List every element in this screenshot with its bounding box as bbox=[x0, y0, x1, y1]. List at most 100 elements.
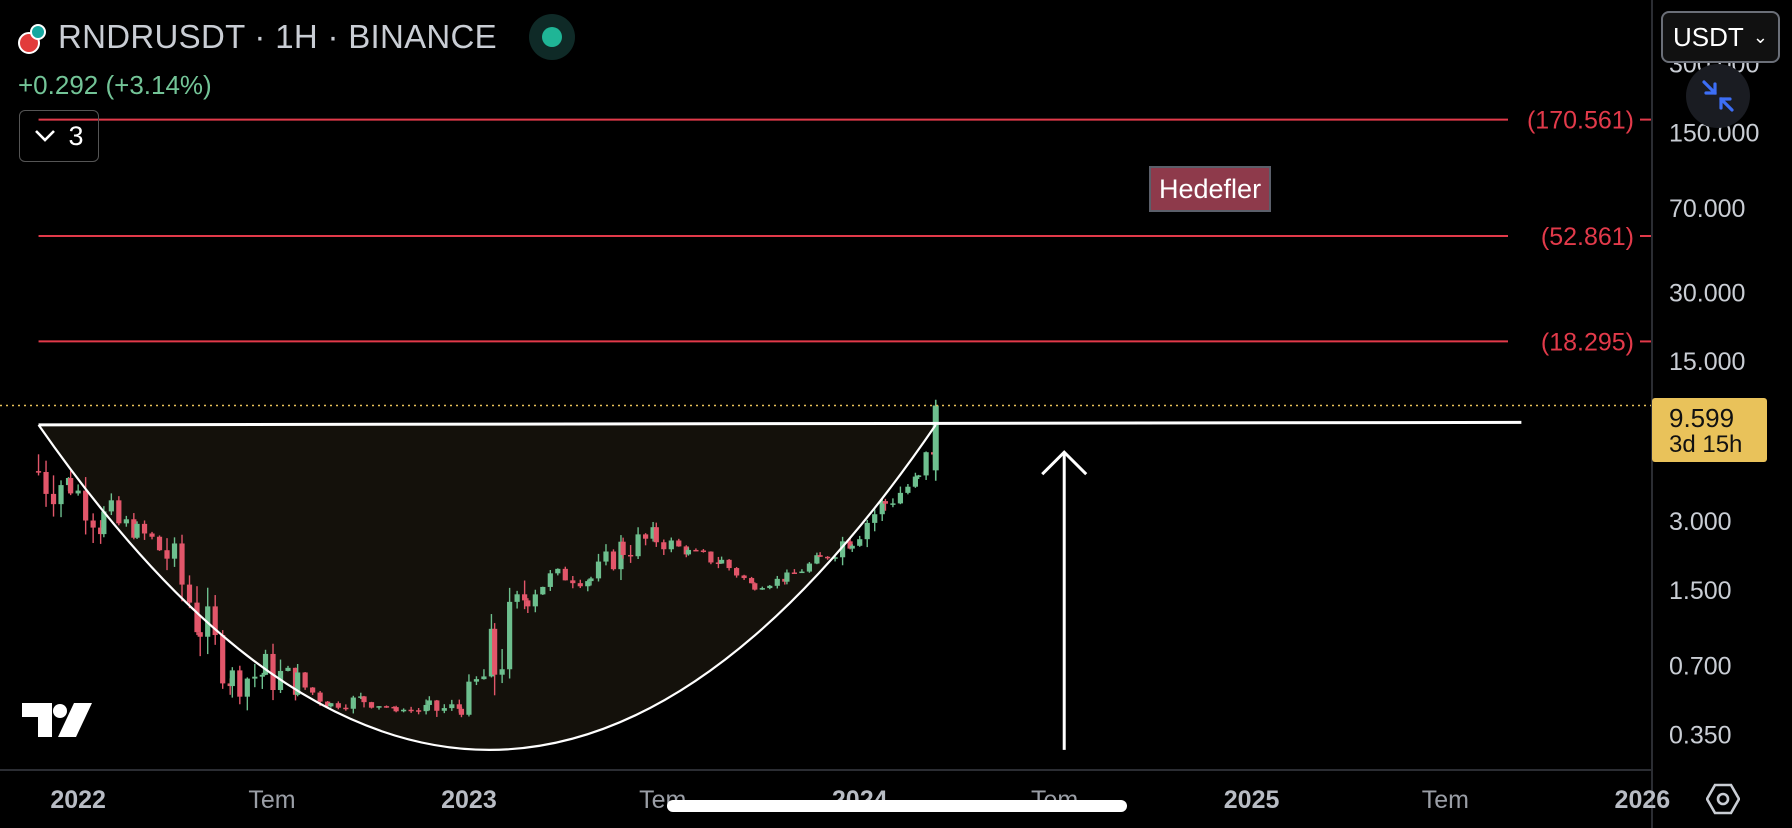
candle bbox=[237, 665, 243, 705]
candle bbox=[882, 498, 889, 511]
candle bbox=[916, 474, 922, 479]
candle bbox=[358, 692, 364, 700]
tradingview-logo-icon[interactable] bbox=[22, 703, 92, 744]
candle-body bbox=[90, 520, 96, 528]
candle-body bbox=[343, 707, 349, 710]
candle-body bbox=[635, 534, 641, 557]
candle-body bbox=[588, 578, 594, 582]
candle bbox=[570, 575, 576, 589]
candle-body bbox=[473, 679, 480, 682]
targets-label[interactable]: Hedefler bbox=[1149, 166, 1272, 212]
candle-body bbox=[825, 556, 831, 559]
candle-body bbox=[618, 541, 624, 570]
candle-body bbox=[449, 704, 455, 709]
candle bbox=[774, 575, 780, 589]
candle bbox=[734, 567, 740, 578]
candle-body bbox=[123, 519, 129, 524]
candle-body bbox=[514, 594, 520, 602]
currency-selector[interactable]: USDT ⌄ bbox=[1661, 11, 1780, 63]
candle-body bbox=[872, 514, 878, 523]
candle bbox=[595, 553, 602, 582]
symbol-title[interactable]: RNDRUSDT · 1H · BINANCE bbox=[58, 18, 497, 55]
candle bbox=[532, 589, 538, 613]
candle bbox=[700, 549, 707, 553]
candle-body bbox=[905, 486, 911, 493]
market-open-dot-icon[interactable] bbox=[529, 14, 575, 60]
candle bbox=[164, 538, 170, 571]
collapse-arrows-glyph bbox=[1702, 80, 1734, 112]
candle-body bbox=[650, 527, 656, 539]
candle bbox=[449, 699, 455, 711]
candle bbox=[310, 687, 316, 696]
candle-body bbox=[839, 541, 846, 558]
candle-body bbox=[923, 452, 929, 476]
candle bbox=[857, 535, 863, 547]
settings-hexagon-icon[interactable] bbox=[1705, 782, 1741, 821]
candle-body bbox=[310, 687, 316, 693]
candle bbox=[562, 566, 568, 581]
candle bbox=[98, 520, 104, 544]
candle bbox=[585, 579, 591, 592]
candle bbox=[635, 527, 641, 559]
indicators-collapse-button[interactable]: 3 bbox=[19, 110, 99, 162]
y-tick-label: 30.000 bbox=[1669, 279, 1745, 307]
candle-body bbox=[458, 708, 465, 715]
candle-body bbox=[481, 676, 487, 680]
candle bbox=[620, 537, 626, 559]
collapse-arrows-icon[interactable] bbox=[1686, 64, 1750, 128]
candle-body bbox=[774, 578, 780, 586]
candle-body bbox=[661, 542, 667, 550]
candle bbox=[642, 533, 649, 546]
candle bbox=[799, 569, 805, 574]
candle-body bbox=[393, 707, 399, 712]
candle bbox=[507, 587, 513, 679]
candle bbox=[123, 515, 129, 527]
chart-header: RNDRUSDT · 1H · BINANCE bbox=[18, 14, 575, 60]
candle bbox=[661, 539, 667, 555]
candle bbox=[244, 677, 250, 711]
candle-body bbox=[577, 583, 583, 587]
home-indicator[interactable] bbox=[667, 800, 1127, 812]
candle-body bbox=[212, 606, 218, 636]
candle bbox=[577, 579, 583, 589]
candle bbox=[653, 522, 659, 547]
candle-body bbox=[603, 551, 609, 562]
x-tick-label: Tem bbox=[1422, 786, 1469, 814]
candle bbox=[285, 665, 291, 672]
candle bbox=[441, 704, 447, 714]
candle bbox=[715, 556, 722, 569]
candle bbox=[259, 672, 265, 689]
candle bbox=[514, 590, 520, 609]
candle bbox=[83, 477, 89, 535]
candle bbox=[50, 475, 57, 517]
candle-body bbox=[335, 703, 341, 708]
candle-body bbox=[285, 667, 291, 671]
target-line-label: (18.295) bbox=[1541, 328, 1634, 356]
currency-label: USDT bbox=[1673, 21, 1744, 52]
y-tick-label: 3.000 bbox=[1669, 508, 1732, 536]
candle-body bbox=[134, 523, 140, 538]
candle bbox=[43, 460, 49, 507]
candle-body bbox=[767, 585, 773, 589]
candle bbox=[525, 598, 531, 613]
candle-body bbox=[912, 476, 918, 487]
candle-body bbox=[141, 523, 148, 534]
candle bbox=[879, 497, 885, 522]
candle-body bbox=[857, 539, 863, 546]
candle bbox=[302, 672, 308, 690]
current-price: 9.599 bbox=[1669, 403, 1735, 433]
candle-body bbox=[610, 551, 617, 570]
candle bbox=[603, 544, 609, 566]
candle bbox=[343, 704, 349, 711]
y-tick-label: 15.000 bbox=[1669, 348, 1745, 376]
candle bbox=[458, 706, 465, 718]
candle-body bbox=[642, 534, 649, 539]
candle bbox=[488, 614, 495, 678]
candle-body bbox=[259, 674, 265, 677]
candle-body bbox=[488, 628, 495, 677]
target-line-label: (52.861) bbox=[1541, 223, 1634, 251]
candle bbox=[473, 676, 480, 686]
candle bbox=[719, 556, 725, 564]
